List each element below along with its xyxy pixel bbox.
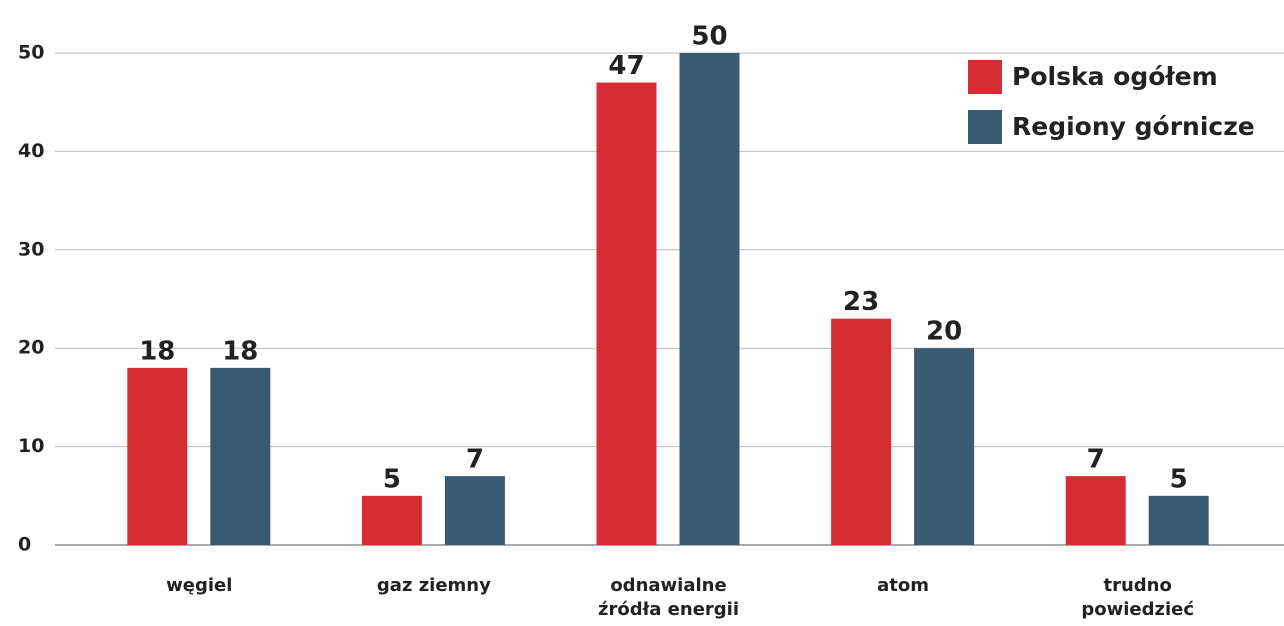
x-tick-label: węgiel [166,575,233,596]
bar [444,476,505,545]
value-label: 18 [222,336,258,366]
x-tick-label: odnawialne źródła energii [597,575,740,620]
y-tick-label: 50 [18,42,44,64]
bar [361,495,422,545]
y-tick-label: 0 [18,534,31,556]
x-tick-label: trudno powiedzieć [1081,575,1195,620]
bar [679,53,740,545]
value-label: 18 [139,336,175,366]
value-label: 5 [1170,464,1188,494]
y-tick-label: 20 [18,337,44,359]
legend-label: Regiony górnicze [1012,112,1255,141]
value-label: 7 [1087,445,1105,475]
bar [831,318,892,545]
legend-swatch [968,60,1002,94]
y-tick-label: 40 [18,140,44,162]
value-label: 7 [466,445,484,475]
x-tick-label: gaz ziemny [376,575,491,596]
value-label: 20 [926,317,962,347]
bar [127,367,188,545]
bar [1065,476,1126,545]
bar [1148,495,1209,545]
y-tick-label: 10 [18,435,44,457]
bar [210,367,271,545]
y-tick-label: 30 [18,238,44,260]
value-label: 23 [843,287,879,317]
value-label: 5 [383,464,401,494]
value-label: 50 [691,22,727,52]
bar [914,348,975,545]
value-label: 47 [608,51,644,81]
x-tick-label: atom [877,575,930,596]
bar [596,82,657,546]
legend-swatch [968,110,1002,144]
legend-label: Polska ogółem [1012,62,1218,91]
